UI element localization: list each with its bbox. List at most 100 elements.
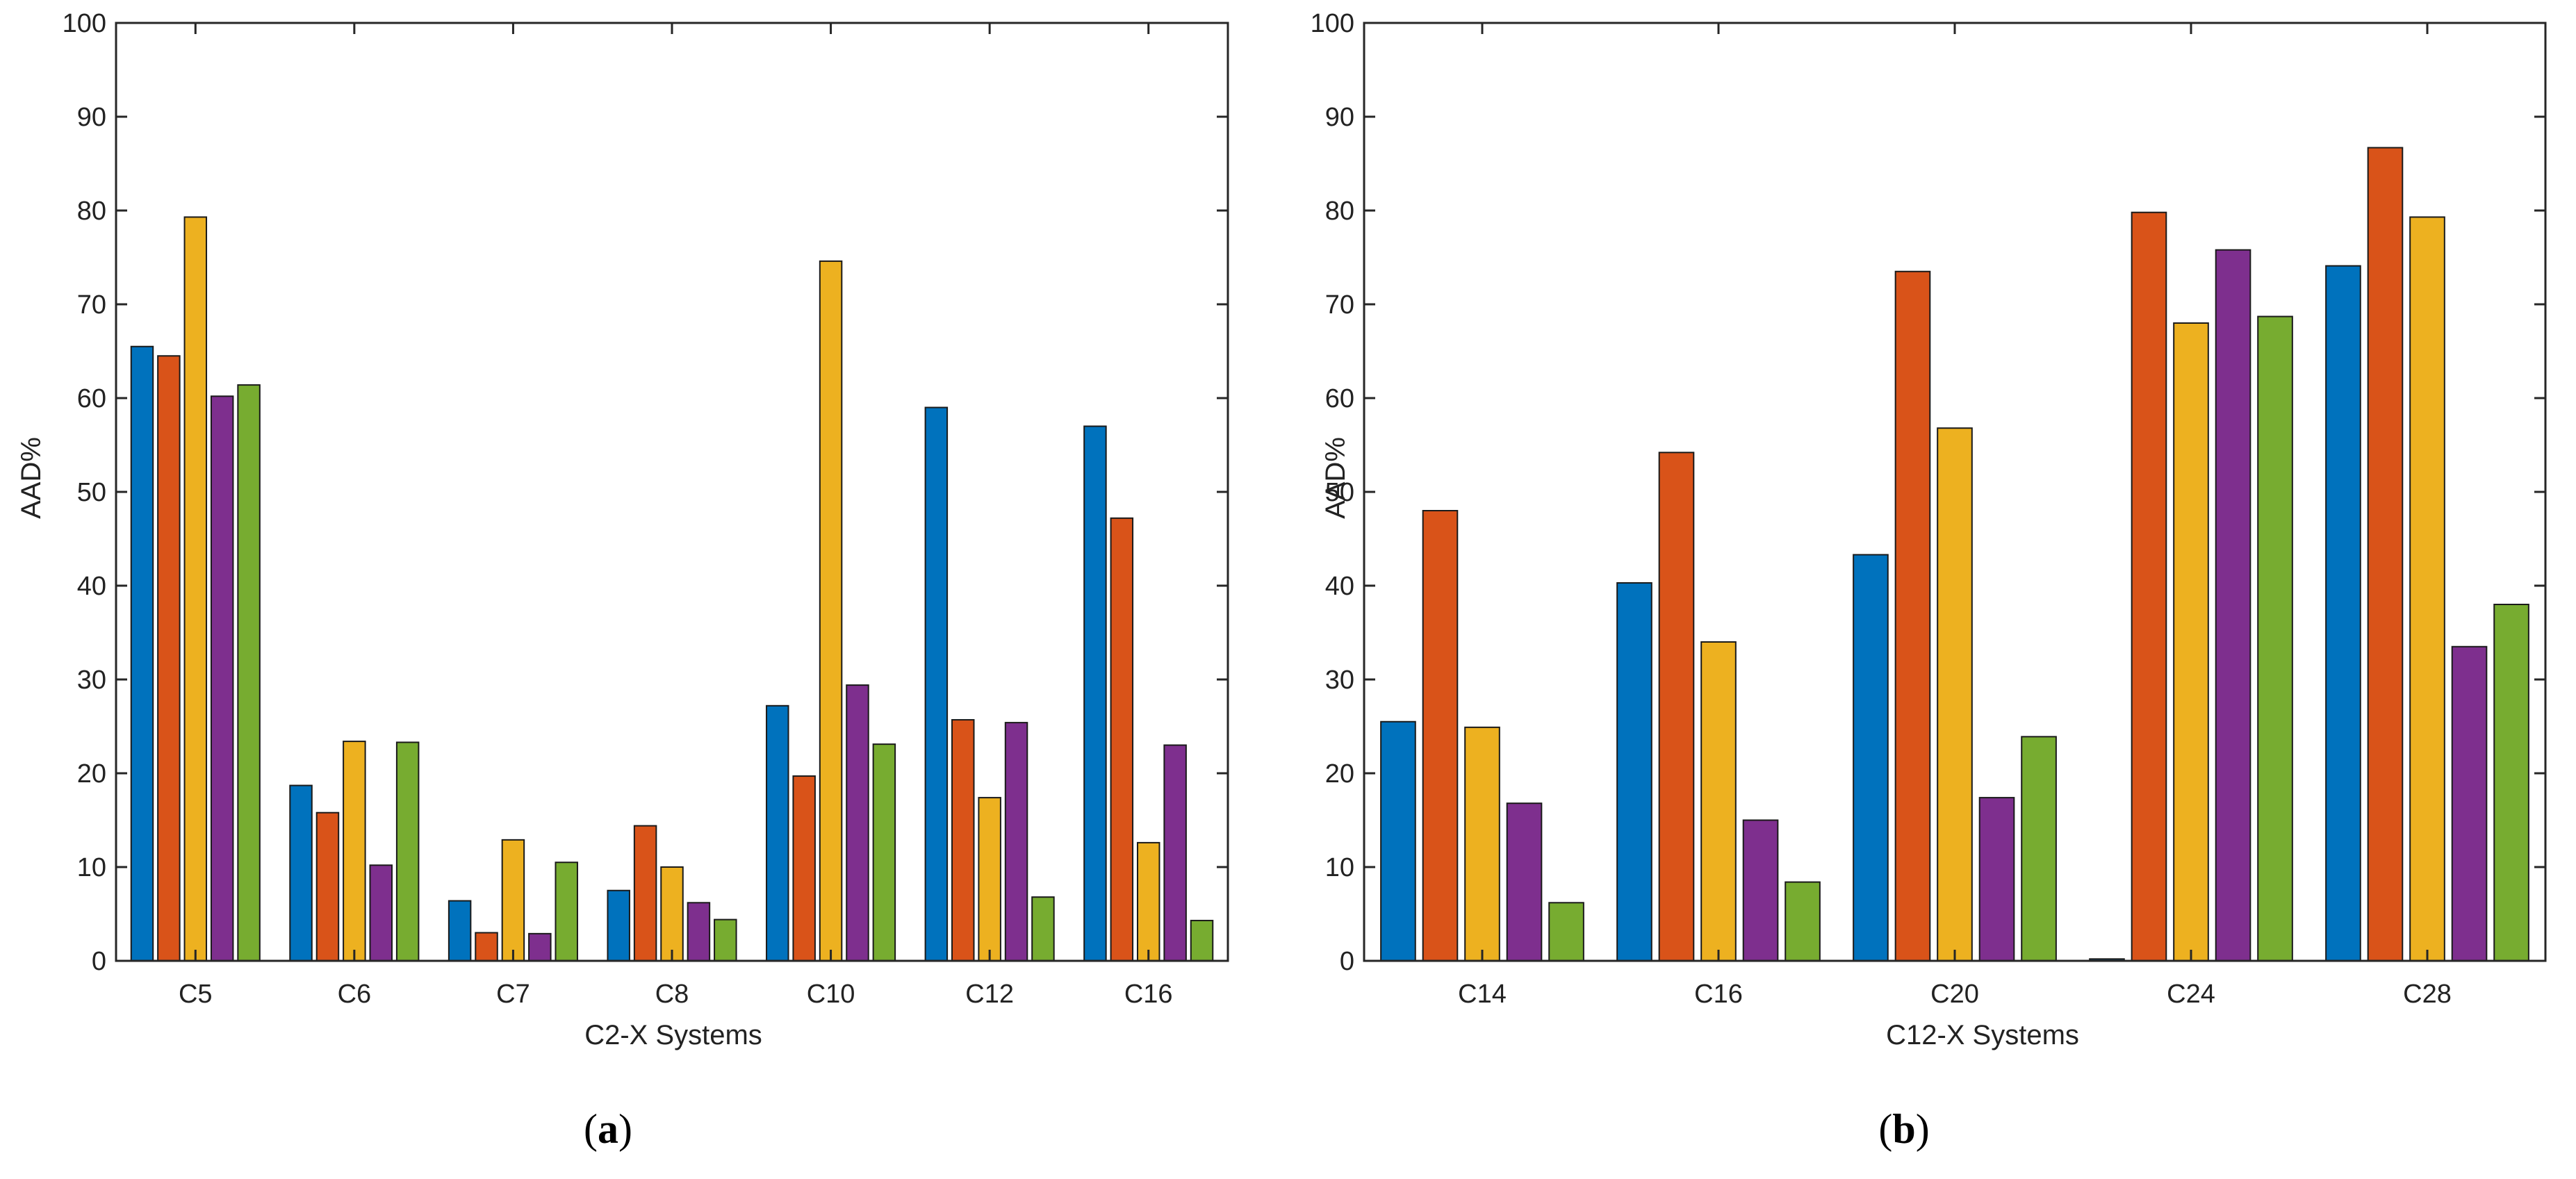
panel-b-bar-c24-series-3 xyxy=(2173,322,2209,962)
panel-b-bar-c20-series-2 xyxy=(1894,270,1931,962)
panel-a-y-axis-label: AAD% xyxy=(16,437,47,519)
panel-b: 0 10 20 30 40 50 60 70 80 90 100 C14 C16 C20 C24 C28 A… xyxy=(1311,9,2547,1152)
panel-a-bar-c6-series-5 xyxy=(395,741,420,962)
panel-a-label-letter: a xyxy=(598,1106,618,1152)
panel-b-bar-c16-series-1 xyxy=(1616,582,1652,962)
panel-b-y-tick-label: 70 xyxy=(1325,290,1354,320)
panel-a-label-close: ) xyxy=(618,1106,632,1152)
panel-b-y-ticks: 0 10 20 30 40 50 60 70 80 90 100 xyxy=(1311,9,2545,976)
panel-a-y-tick-label: 20 xyxy=(77,759,106,789)
panel-a-x-ticks: C5 C6 C7 C8 C10 C12 C16 xyxy=(179,23,1173,1009)
panel-a-x-tick-label: C6 xyxy=(338,980,372,1009)
panel-a-y-tick-label: 40 xyxy=(77,572,106,601)
panel-a-bar-c7-series-2 xyxy=(475,932,498,962)
panel-b-label-open: ( xyxy=(1878,1106,1892,1152)
panel-b-bar-c14-series-1 xyxy=(1380,720,1416,962)
panel-a-x-tick-label: C12 xyxy=(965,980,1014,1009)
panel-b-bar-c14-series-2 xyxy=(1422,510,1459,962)
panel-a-bar-c16-series-2 xyxy=(1110,517,1134,962)
panel-a-y-tick-label: 70 xyxy=(77,290,106,320)
panel-a-bar-c5-series-3 xyxy=(183,216,208,962)
panel-b-x-tick-label: C20 xyxy=(1930,980,1979,1009)
panel-b-x-axis-label: C12-X Systems xyxy=(1886,1020,2079,1050)
panel-a-bar-c12-series-5 xyxy=(1031,896,1055,962)
panel-a: 0 10 20 30 40 50 60 70 80 90 100 C5 C6 C7 C8 C10 C12 C16… xyxy=(16,9,1229,1152)
panel-b-bar-c28-series-4 xyxy=(2451,645,2488,962)
panel-a-y-ticks: 0 10 20 30 40 50 60 70 80 90 100 xyxy=(63,9,1228,976)
panel-a-label-open: ( xyxy=(584,1106,598,1152)
panel-b-y-tick-label: 40 xyxy=(1325,572,1354,601)
panel-b-y-tick-label: 100 xyxy=(1311,9,1354,38)
panel-b-y-tick-label: 30 xyxy=(1325,666,1354,695)
panel-b-bar-c16-series-2 xyxy=(1658,452,1695,962)
panel-a-y-tick-label: 10 xyxy=(77,853,106,882)
panel-a-x-tick-label: C10 xyxy=(807,980,855,1009)
panel-a-bar-c7-series-1 xyxy=(448,900,472,962)
panel-a-x-tick-label: C8 xyxy=(655,980,689,1009)
panel-b-bar-c14-series-4 xyxy=(1506,802,1543,962)
panel-a-bar-c5-series-2 xyxy=(157,355,181,962)
panel-a-bar-c12-series-4 xyxy=(1004,722,1028,962)
panel-a-plot-background xyxy=(116,23,1228,961)
panel-b-x-tick-label: C24 xyxy=(2167,980,2215,1009)
panel-a-bar-c6-series-4 xyxy=(369,864,393,962)
panel-a-bar-c10-series-4 xyxy=(846,684,869,962)
panel-b-y-tick-label: 50 xyxy=(1325,478,1354,507)
panel-b-y-tick-label: 60 xyxy=(1325,384,1354,413)
panel-b-y-axis-label: AAD% xyxy=(1320,437,1351,519)
panel-a-bar-c12-series-2 xyxy=(951,719,975,962)
panel-b-bar-c24-series-2 xyxy=(2131,211,2167,962)
panel-b-bar-c20-series-4 xyxy=(1978,797,2015,962)
panel-b-y-tick-label: 20 xyxy=(1325,759,1354,789)
panel-a-bar-c5-series-4 xyxy=(210,395,234,962)
panel-b-bar-c28-series-5 xyxy=(2493,604,2529,962)
panel-a-bar-c10-series-3 xyxy=(819,260,843,962)
panel-b-y-tick-label: 90 xyxy=(1325,103,1354,132)
panel-a-bar-c10-series-1 xyxy=(766,704,789,962)
panel-b-y-tick-label: 0 xyxy=(1340,947,1354,976)
panel-b-bar-c28-series-3 xyxy=(2409,216,2445,962)
panel-a-bar-c5-series-5 xyxy=(237,384,261,962)
panel-b-label-letter: b xyxy=(1892,1106,1915,1152)
panel-a-bar-c8-series-3 xyxy=(660,866,684,962)
panel-a-y-tick-label: 60 xyxy=(77,384,106,413)
panel-a-bar-c7-series-3 xyxy=(501,839,525,962)
panel-a-bar-c16-series-3 xyxy=(1136,841,1160,962)
panel-a-bar-c8-series-5 xyxy=(714,918,737,962)
panel-a-bar-c8-series-2 xyxy=(633,825,657,962)
panel-b-bar-c16-series-3 xyxy=(1700,641,1737,962)
panel-b-bar-c20-series-5 xyxy=(2021,736,2057,962)
panel-a-bar-c12-series-1 xyxy=(924,406,949,962)
panel-b-label: (b) xyxy=(1878,1106,1929,1152)
panel-b-bar-c24-series-5 xyxy=(2257,315,2293,962)
panel-a-x-tick-label: C5 xyxy=(179,980,213,1009)
panel-a-bar-c6-series-2 xyxy=(315,811,340,962)
panel-a-bar-c5-series-1 xyxy=(130,345,154,962)
panel-b-bar-c14-series-3 xyxy=(1464,726,1500,962)
panel-b-bar-c20-series-3 xyxy=(1937,427,1973,962)
panel-b-bar-c24-series-4 xyxy=(2215,249,2251,962)
panel-b-bar-c16-series-5 xyxy=(1785,881,1821,962)
panel-a-bar-c16-series-4 xyxy=(1163,744,1187,962)
panel-a-y-tick-label: 0 xyxy=(92,947,106,976)
panel-b-x-ticks: C14 C16 C20 C24 C28 xyxy=(1458,23,2452,1009)
panel-a-bar-c6-series-3 xyxy=(343,741,366,962)
panel-a-bar-c12-series-3 xyxy=(978,797,1001,962)
panel-a-bar-c16-series-1 xyxy=(1083,425,1107,962)
panel-b-bars xyxy=(1380,147,2529,962)
panel-b-bar-c14-series-5 xyxy=(1548,902,1584,962)
panel-a-bar-c10-series-2 xyxy=(792,775,816,962)
panel-b-x-tick-label: C16 xyxy=(1694,980,1743,1009)
panel-b-label-close: ) xyxy=(1916,1106,1930,1152)
panel-a-bar-c6-series-1 xyxy=(289,784,313,962)
panel-b-x-tick-label: C14 xyxy=(1458,980,1507,1009)
panel-a-x-tick-label: C7 xyxy=(496,980,530,1009)
panel-a-y-tick-label: 30 xyxy=(77,666,106,695)
panel-b-bar-c16-series-4 xyxy=(1742,819,1779,962)
panel-a-bar-c7-series-4 xyxy=(528,932,552,962)
panel-a-x-axis-label: C2-X Systems xyxy=(584,1020,762,1050)
panel-a-x-tick-label: C16 xyxy=(1124,980,1173,1009)
panel-a-y-tick-label: 100 xyxy=(63,9,106,38)
panel-a-y-tick-label: 80 xyxy=(77,197,106,226)
